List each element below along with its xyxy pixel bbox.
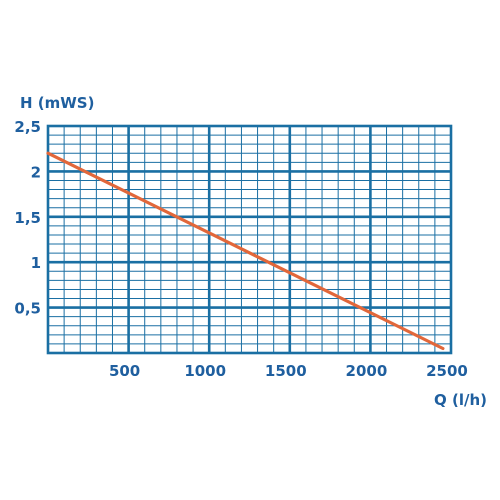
x-ticks: 500 1000 1500 2000 2500 xyxy=(109,362,468,380)
grid-major xyxy=(46,124,453,355)
y-tick-label: 2 xyxy=(31,163,41,181)
x-tick-label: 1500 xyxy=(265,362,307,380)
y-tick-label: 1,5 xyxy=(14,209,41,227)
series xyxy=(46,151,445,351)
series-line xyxy=(46,151,445,351)
y-axis-title: H (mWS) xyxy=(20,94,94,112)
x-axis-title: Q (l/h) xyxy=(434,391,487,409)
grid-minor xyxy=(48,126,451,353)
y-tick-label: 1 xyxy=(31,254,41,272)
plot-frame xyxy=(46,124,453,355)
y-ticks: 0,5 1 1,5 2 2,5 xyxy=(14,118,41,318)
x-tick-label: 500 xyxy=(109,362,140,380)
x-tick-label: 2500 xyxy=(426,362,468,380)
x-tick-label: 2000 xyxy=(346,362,388,380)
y-tick-label: 2,5 xyxy=(14,118,41,136)
y-tick-label: 0,5 xyxy=(14,300,41,318)
x-tick-label: 1000 xyxy=(184,362,226,380)
